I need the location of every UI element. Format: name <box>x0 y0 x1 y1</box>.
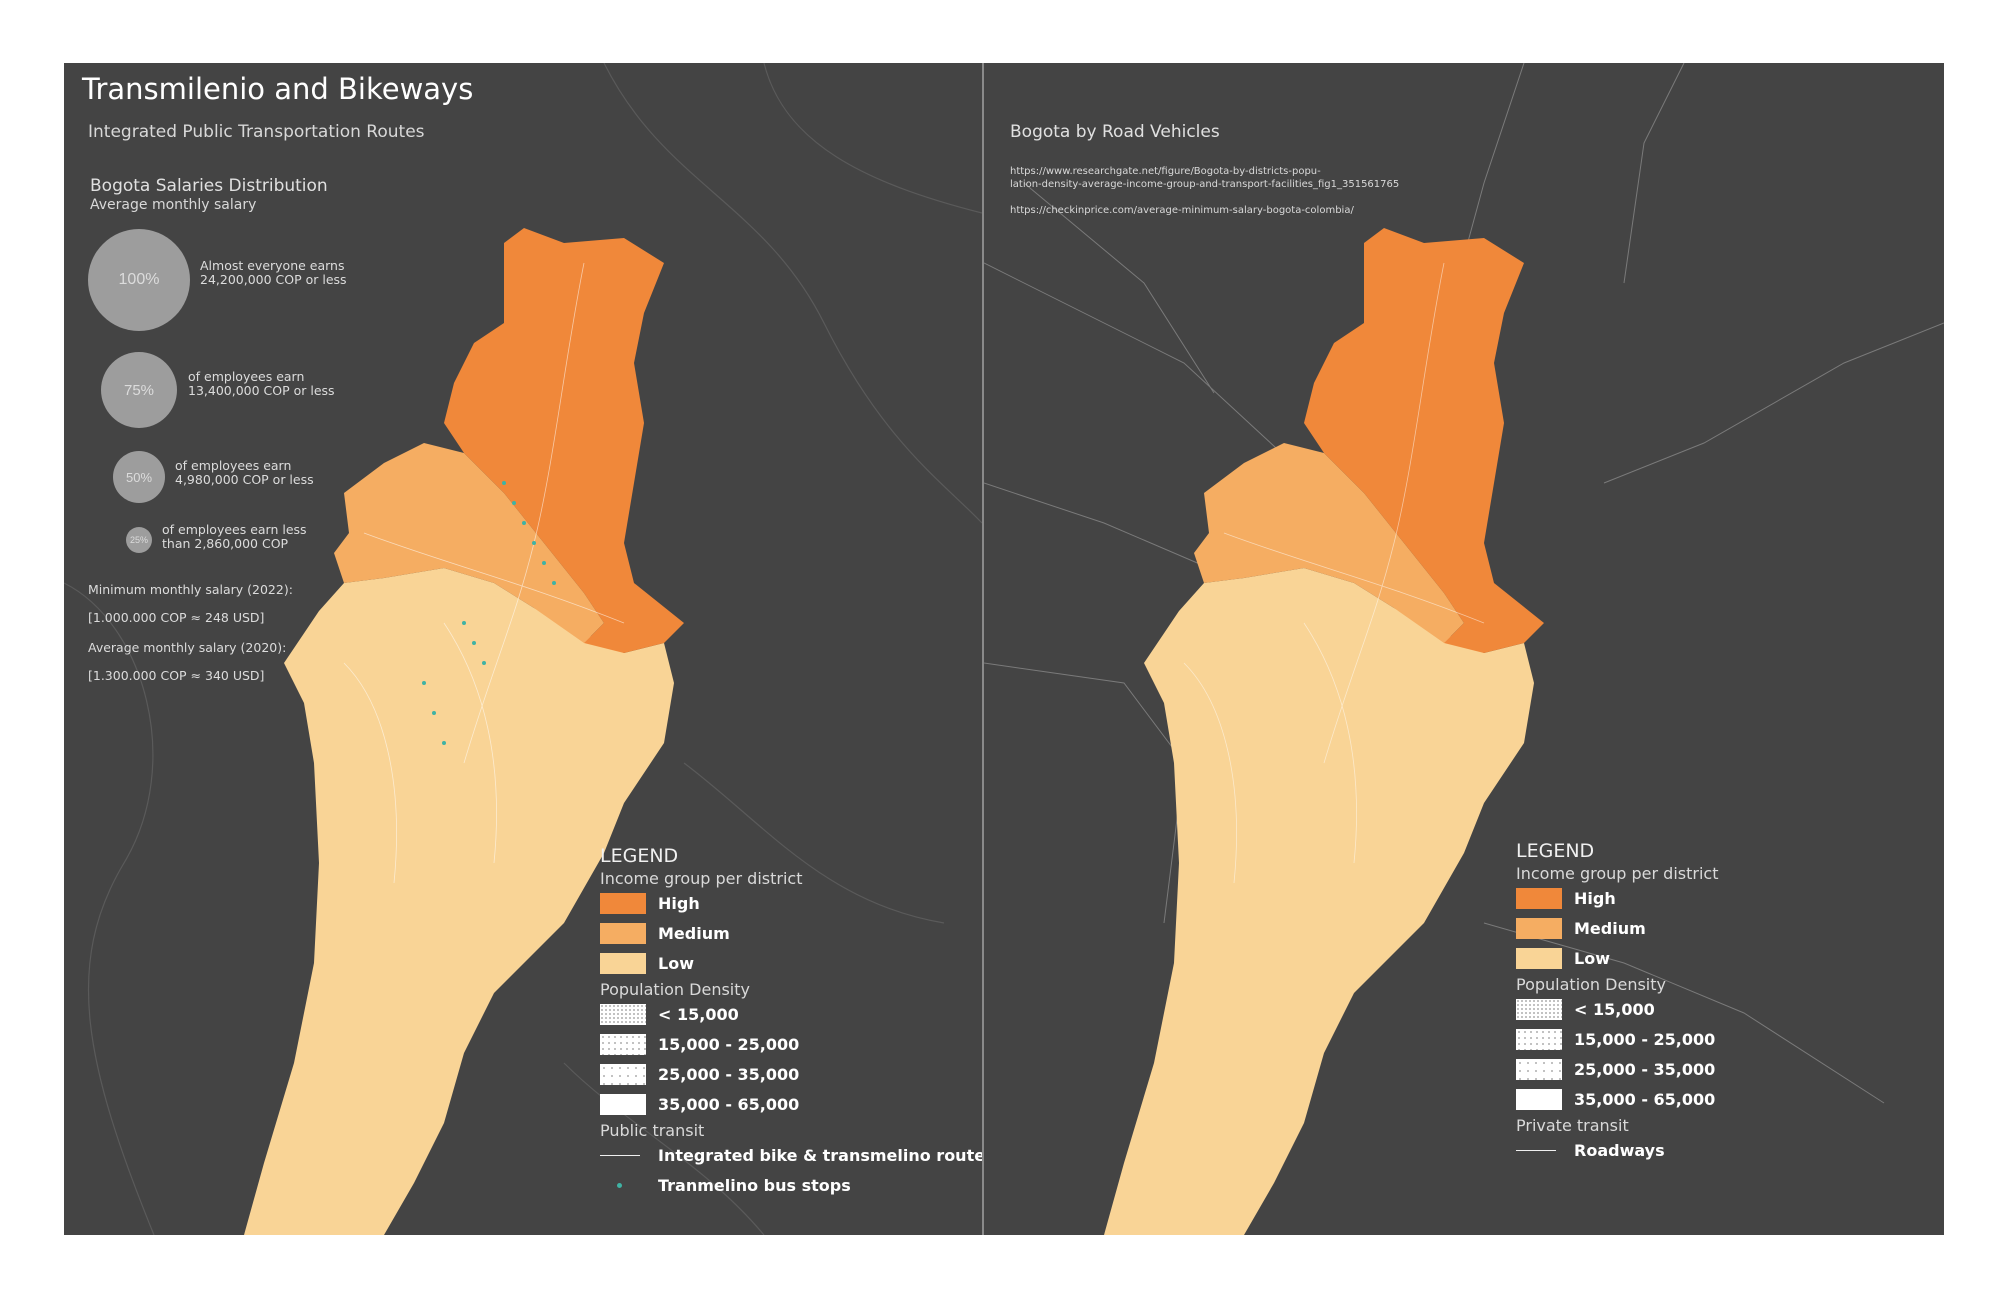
legend-item-low: Low <box>1516 943 1718 973</box>
legend-density-1: < 15,000 <box>1516 994 1718 1024</box>
legend-label: Low <box>658 953 694 973</box>
route-line-swatch <box>600 1154 640 1156</box>
right-district-map <box>984 63 1944 1235</box>
legend-label: 15,000 - 25,000 <box>1574 1029 1716 1049</box>
legend-label: Tranmelino bus stops <box>658 1175 851 1195</box>
salary-text-75-line1: of employees earn <box>188 369 305 384</box>
density-swatch <box>1516 1088 1562 1110</box>
legend-transit-line: Integrated bike & transmelino routes <box>600 1140 995 1170</box>
legend-label: Low <box>1574 948 1610 968</box>
salary-circle-75: 75% <box>101 352 177 428</box>
density-swatch <box>600 1093 646 1115</box>
legend-density-4: 35,000 - 65,000 <box>1516 1084 1718 1114</box>
low-swatch <box>1516 947 1562 969</box>
medium-swatch <box>600 922 646 944</box>
left-map-subtitle: Integrated Public Transportation Routes <box>88 122 425 142</box>
legend-label: Integrated bike & transmelino routes <box>658 1145 995 1165</box>
high-income-region <box>1304 228 1544 653</box>
legend-density-2: 15,000 - 25,000 <box>600 1029 995 1059</box>
density-heading: Population Density <box>1516 975 1666 994</box>
left-legend: LEGEND Income group per district High Me… <box>600 845 995 1200</box>
low-income-region <box>1104 568 1534 1235</box>
left-map-title: Transmilenio and Bikeways <box>82 72 474 106</box>
salary-circle-100: 100% <box>88 229 190 331</box>
right-map-panel <box>984 63 1944 1235</box>
salary-circle-50: 50% <box>113 451 165 503</box>
legend-item-medium: Medium <box>600 918 995 948</box>
income-heading: Income group per district <box>1516 864 1719 883</box>
density-swatch <box>600 1033 646 1055</box>
medium-income-region <box>334 443 604 643</box>
legend-item-low: Low <box>600 948 995 978</box>
right-map-title: Bogota by Road Vehicles <box>1010 122 1220 142</box>
source-link-1-line2[interactable]: lation-density-average-income-group-and-… <box>1010 179 1400 190</box>
high-income-region <box>444 228 684 653</box>
bus-stop-dot-icon <box>617 1182 622 1188</box>
legend-label: 25,000 - 35,000 <box>1574 1059 1716 1079</box>
salary-text-100-line1: Almost everyone earns <box>200 258 345 273</box>
legend-label: 35,000 - 65,000 <box>658 1094 800 1114</box>
avg-salary-value: [1.300.000 COP ≈ 340 USD] <box>88 668 265 683</box>
high-swatch <box>1516 887 1562 909</box>
density-swatch <box>1516 1058 1562 1080</box>
legend-label: Roadways <box>1574 1140 1665 1160</box>
legend-label: Medium <box>658 923 730 943</box>
legend-label: High <box>658 893 700 913</box>
medium-swatch <box>1516 917 1562 939</box>
legend-item-medium: Medium <box>1516 913 1718 943</box>
transit-heading: Private transit <box>1516 1116 1629 1135</box>
legend-density-1: < 15,000 <box>600 999 995 1029</box>
legend-label: < 15,000 <box>658 1004 739 1024</box>
legend-title: LEGEND <box>1516 840 1595 862</box>
salary-circle-25: 25% <box>126 527 152 553</box>
density-swatch <box>600 1003 646 1025</box>
source-link-1-line1[interactable]: https://www.researchgate.net/figure/Bogo… <box>1010 166 1321 177</box>
salary-subheading: Average monthly salary <box>90 197 257 213</box>
salary-text-25-line2: than 2,860,000 COP <box>162 536 289 551</box>
high-swatch <box>600 892 646 914</box>
transit-heading: Public transit <box>600 1121 705 1140</box>
legend-item-high: High <box>1516 883 1718 913</box>
legend-title: LEGEND <box>600 845 679 867</box>
salary-text-50-line2: 4,980,000 COP or less <box>175 472 314 487</box>
legend-density-3: 25,000 - 35,000 <box>1516 1054 1718 1084</box>
min-salary-label: Minimum monthly salary (2022): <box>88 582 293 597</box>
legend-label: High <box>1574 888 1616 908</box>
right-legend: LEGEND Income group per district High Me… <box>1516 840 1718 1165</box>
legend-density-3: 25,000 - 35,000 <box>600 1059 995 1089</box>
density-heading: Population Density <box>600 980 750 999</box>
density-swatch <box>1516 998 1562 1020</box>
legend-density-4: 35,000 - 65,000 <box>600 1089 995 1119</box>
roadway-line-swatch <box>1516 1149 1556 1151</box>
legend-roadways: Roadways <box>1516 1135 1718 1165</box>
source-link-2[interactable]: https://checkinprice.com/average-minimum… <box>1010 205 1354 216</box>
legend-label: 15,000 - 25,000 <box>658 1034 800 1054</box>
left-map-panel <box>64 63 982 1235</box>
left-district-map <box>64 63 982 1235</box>
panel-divider <box>982 63 984 1235</box>
legend-label: Medium <box>1574 918 1646 938</box>
low-swatch <box>600 952 646 974</box>
legend-label: < 15,000 <box>1574 999 1655 1019</box>
min-salary-value: [1.000.000 COP ≈ 248 USD] <box>88 610 265 625</box>
density-swatch <box>1516 1028 1562 1050</box>
legend-density-2: 15,000 - 25,000 <box>1516 1024 1718 1054</box>
medium-income-region <box>1194 443 1464 643</box>
legend-bus-stop: Tranmelino bus stops <box>600 1170 995 1200</box>
legend-label: 25,000 - 35,000 <box>658 1064 800 1084</box>
salary-text-75-line2: 13,400,000 COP or less <box>188 383 335 398</box>
income-heading: Income group per district <box>600 869 803 888</box>
legend-label: 35,000 - 65,000 <box>1574 1089 1716 1109</box>
low-income-region <box>244 568 674 1235</box>
salary-heading: Bogota Salaries Distribution <box>90 176 328 196</box>
density-swatch <box>600 1063 646 1085</box>
salary-text-25-line1: of employees earn less <box>162 522 307 537</box>
legend-item-high: High <box>600 888 995 918</box>
avg-salary-label: Average monthly salary (2020): <box>88 640 287 655</box>
salary-text-100-line2: 24,200,000 COP or less <box>200 272 347 287</box>
salary-text-50-line1: of employees earn <box>175 458 292 473</box>
